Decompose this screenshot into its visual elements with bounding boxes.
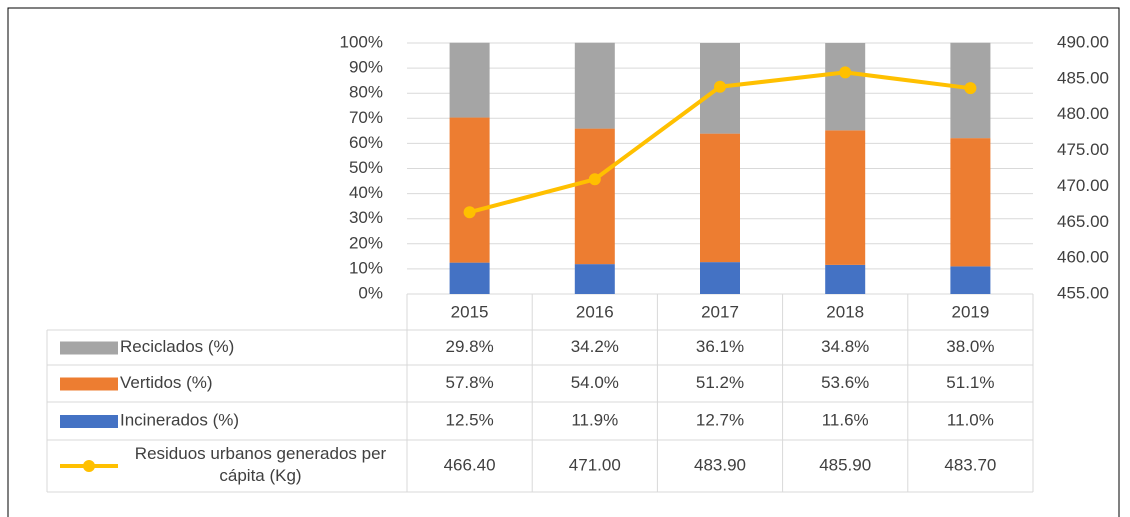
y-tick-label: 0% [358,283,383,302]
y2-tick-label: 455.00 [1057,283,1109,302]
data-label: 12.5% [445,410,493,429]
y-tick-label: 90% [349,58,383,77]
data-label: 34.2% [571,337,619,356]
legend-key [83,460,95,472]
data-label: 11.9% [571,410,618,429]
legend-label: Vertidos (%) [120,373,213,392]
legend-label: Incinerados (%) [120,410,239,429]
x-tick-label: 2017 [701,302,739,321]
line-marker [839,66,852,79]
y2-tick-label: 480.00 [1057,104,1109,123]
data-label: 483.70 [944,455,996,474]
bar [574,128,615,265]
y2-tick-label: 485.00 [1057,68,1109,87]
data-label: 34.8% [821,337,869,356]
bar [449,262,490,294]
x-tick-label: 2015 [451,302,489,321]
legend-label-box: Residuos urbanos generados per cápita (K… [134,444,387,485]
legend-key [60,377,118,391]
x-tick-label: 2018 [826,302,864,321]
data-label: 57.8% [445,373,493,392]
bar [700,133,740,263]
y-tick-label: 10% [349,258,383,277]
data-label: 11.6% [822,410,869,429]
y2-tick-label: 475.00 [1057,140,1109,159]
x-tick-label: 2016 [576,302,614,321]
bar [449,117,490,263]
data-label: 466.40 [444,455,496,474]
bar [574,264,615,294]
y-tick-label: 100% [340,32,383,51]
line-marker [463,206,476,219]
bar [950,138,991,267]
legend-label: Reciclados (%) [120,337,234,356]
bar [449,42,490,118]
data-label: 36.1% [696,337,744,356]
y2-tick-label: 465.00 [1057,212,1109,231]
bar [700,262,740,294]
data-label: 29.8% [445,337,493,356]
y2-tick-label: 490.00 [1057,32,1109,51]
data-label: 483.90 [694,455,746,474]
line-marker [588,173,601,186]
x-tick-label: 2019 [951,302,989,321]
y-tick-label: 70% [349,108,383,127]
y-tick-label: 30% [349,208,383,227]
data-label: 51.1% [946,373,994,392]
data-label: 471.00 [569,455,621,474]
y-tick-label: 50% [349,158,383,177]
y-tick-label: 40% [349,183,383,202]
y2-tick-label: 470.00 [1057,176,1109,195]
legend-key [60,415,118,428]
data-label: 54.0% [571,373,619,392]
y-tick-label: 20% [349,233,383,252]
y2-tick-label: 460.00 [1057,248,1109,267]
data-label: 38.0% [946,337,994,356]
line-marker [964,82,977,95]
legend-label: Residuos urbanos generados per cápita (K… [134,444,387,485]
data-label: 51.2% [696,373,744,392]
bar [574,42,615,129]
bar [825,130,866,265]
y-tick-label: 80% [349,83,383,102]
data-label: 12.7% [696,410,744,429]
bar [950,266,991,294]
y-tick-label: 60% [349,133,383,152]
bar [825,43,866,131]
bar [825,264,866,294]
data-label: 11.0% [947,410,994,429]
legend-key [60,341,118,355]
data-label: 485.90 [819,455,871,474]
data-label: 53.6% [821,373,869,392]
line-marker [714,80,726,93]
chart-frame [7,7,1120,517]
